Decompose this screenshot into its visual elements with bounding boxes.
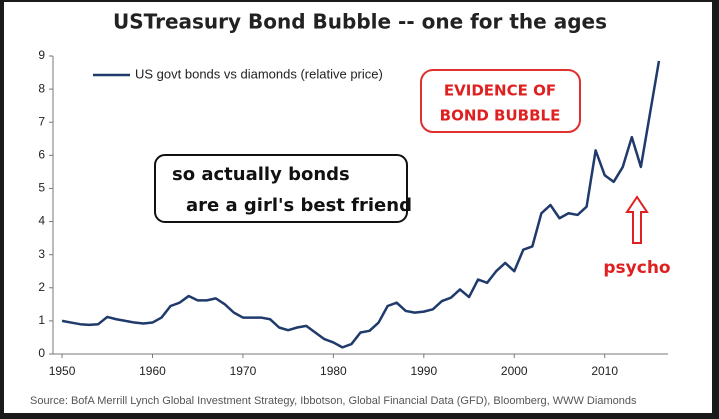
y-tick-label: 8 (38, 81, 45, 95)
series-line (61, 60, 661, 349)
x-tick-label: 1950 (49, 364, 76, 378)
y-tick-label: 0 (38, 346, 45, 360)
evidence-line: EVIDENCE OF (444, 82, 556, 100)
evidence-box (420, 69, 581, 133)
y-tick-label: 3 (38, 247, 45, 261)
x-tick-label: 1960 (139, 364, 166, 378)
y-tick-label: 6 (38, 148, 45, 162)
arrow-label: psycho (603, 258, 670, 278)
note-line: so actually bonds (172, 164, 350, 185)
note-line: are a girl's best friend (186, 195, 412, 216)
y-tick-label: 7 (38, 114, 45, 128)
source: Source: BofA Merrill Lynch Global Invest… (30, 395, 637, 407)
arrow (625, 195, 649, 244)
chart-title: USTreasury Bond Bubble -- one for the ag… (113, 10, 607, 34)
background (4, 2, 712, 413)
x-tick-label: 1980 (320, 364, 347, 378)
y-tick-label: 9 (38, 48, 45, 62)
x-tick-label: 2000 (501, 364, 528, 378)
y-tick-label: 5 (38, 181, 45, 195)
x-tick-label: 1990 (410, 364, 437, 378)
note-box (154, 154, 408, 223)
evidence-line: BOND BUBBLE (440, 107, 561, 125)
x-tick-label: 1970 (230, 364, 257, 378)
y-tick-label: 1 (38, 313, 45, 327)
legend-label: US govt bonds vs diamonds (relative pric… (135, 66, 383, 81)
y-tick-label: 4 (38, 214, 45, 228)
x-tick-label: 2010 (591, 364, 618, 378)
y-tick-label: 2 (38, 280, 45, 294)
